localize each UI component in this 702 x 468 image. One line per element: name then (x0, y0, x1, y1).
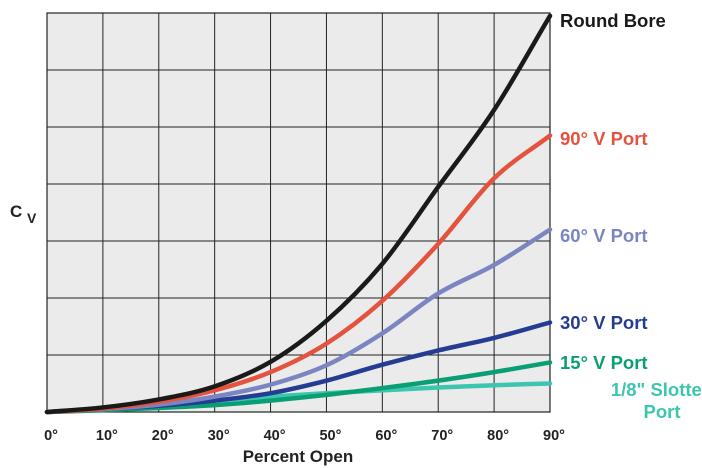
grid-lines (46, 12, 551, 413)
plot-border (46, 12, 551, 413)
series-label-line: 15° V Port (560, 352, 648, 373)
series-label: Round Bore (560, 10, 666, 31)
x-tick-label: 50° (319, 428, 341, 444)
x-tick-label: 30° (208, 428, 230, 444)
x-tick-label: 10° (96, 428, 118, 444)
x-tick-label: 70° (431, 428, 453, 444)
series-label: 60° V Port (560, 225, 648, 246)
series-label: 30° V Port (560, 312, 648, 333)
series-label-line: Round Bore (560, 10, 666, 31)
series-label: 1/8" SlottedPort (611, 379, 702, 422)
series-label-line: 90° V Port (560, 128, 648, 149)
x-tick-label: 90° (543, 428, 565, 444)
x-tick-label: 40° (264, 428, 286, 444)
x-tick-label: 60° (375, 428, 397, 444)
x-tick-label: 20° (152, 428, 174, 444)
series-label: 15° V Port (560, 352, 648, 373)
plot-area (47, 13, 550, 412)
x-tick-label: 80° (487, 428, 509, 444)
series-label-line: 1/8" Slotted (611, 379, 702, 400)
series-label-line: 60° V Port (560, 225, 648, 246)
series-line (44, 13, 553, 415)
x-axis-title: Percent Open (243, 447, 354, 466)
series-label: 90° V Port (560, 128, 648, 149)
y-axis-title-main: C (10, 202, 22, 221)
series-lines (44, 13, 553, 415)
x-tick-labels: 0° 10° 20° 30° 40° 50° 60° 70° 80° 90° (44, 428, 565, 444)
series-labels: Round Bore 90° V Port 60° V Port 30° V Port… (560, 10, 702, 422)
series-label-line: Port (644, 401, 681, 422)
x-tick-label: 0° (44, 428, 58, 444)
y-axis-title: C V (10, 202, 37, 226)
series-label-line: 30° V Port (560, 312, 648, 333)
y-axis-title-subscript: V (27, 210, 37, 226)
